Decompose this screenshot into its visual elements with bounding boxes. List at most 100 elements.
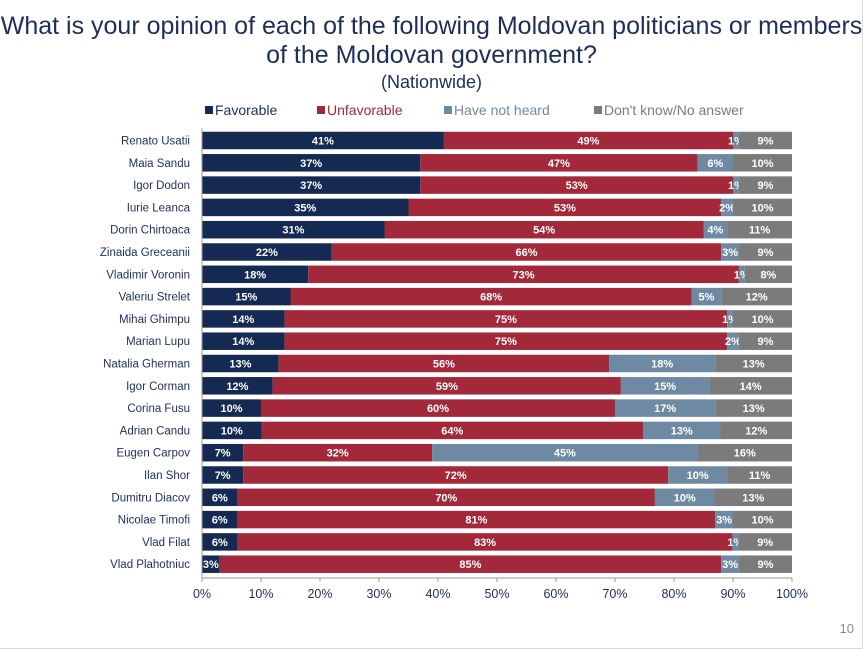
bar-segment: [384, 220, 704, 239]
x-tick-label: 30%: [366, 587, 391, 601]
x-tick-label: 90%: [720, 587, 745, 601]
bar-segment: [738, 533, 792, 551]
bar-segment: [202, 220, 385, 239]
bar-segment: [331, 243, 722, 261]
category-label: Nicolae Timofi: [118, 515, 190, 527]
data-label: 31%: [282, 225, 304, 237]
bar-segment: [202, 555, 220, 573]
bar-segment: [443, 131, 733, 150]
data-label: 75%: [495, 314, 517, 326]
bar-segment: [219, 555, 722, 573]
data-label: 6%: [212, 515, 228, 527]
data-label: 3%: [722, 559, 738, 571]
page-number: 10: [839, 621, 854, 636]
bar-segment: [738, 265, 745, 284]
bar-segment: [237, 533, 733, 551]
bar-segment: [697, 443, 792, 462]
data-label: 49%: [577, 136, 599, 148]
legend-swatch: [205, 106, 213, 114]
bar-segment: [733, 198, 792, 217]
data-label: 32%: [327, 448, 349, 460]
bar-segment: [202, 154, 421, 172]
bar-segment: [715, 354, 792, 373]
bar-segment: [733, 510, 792, 529]
bar-segment: [727, 466, 792, 484]
bar-segment: [308, 265, 739, 284]
category-label: Vlad Filat: [142, 537, 191, 549]
bar-segment: [715, 510, 733, 529]
data-label: 54%: [533, 225, 555, 237]
bar-segment: [202, 488, 238, 507]
bar-segment: [738, 555, 792, 573]
bar-segment: [202, 243, 332, 261]
legend-swatch: [444, 106, 452, 114]
category-label: Vladimir Voronin: [106, 269, 190, 281]
data-label: 17%: [654, 403, 676, 415]
data-label: 73%: [513, 269, 535, 281]
data-label: 3%: [716, 515, 732, 527]
bar-segment: [721, 198, 733, 217]
data-label: 4%: [707, 225, 723, 237]
legend-swatch: [317, 106, 325, 114]
bar-segment: [733, 154, 792, 172]
category-label: Mihai Ghimpu: [119, 314, 190, 326]
data-label: 59%: [436, 381, 458, 393]
bar-segment: [243, 466, 669, 484]
data-label: 7%: [215, 470, 231, 482]
category-label: Vlad Plahotniuc: [110, 559, 190, 571]
data-label: 14%: [232, 314, 254, 326]
legend-label: Have not heard: [454, 102, 550, 118]
data-label: 70%: [435, 492, 457, 504]
data-label: 16%: [734, 448, 756, 460]
data-label: 2%: [725, 336, 741, 348]
data-label: 56%: [433, 359, 455, 371]
bar-segment: [202, 265, 309, 284]
bar-segment: [727, 220, 792, 239]
data-label: 37%: [300, 180, 322, 192]
x-tick-label: 50%: [484, 587, 509, 601]
bar-segment: [202, 176, 421, 194]
data-label: 9%: [757, 136, 773, 148]
data-label: 13%: [743, 359, 765, 371]
x-tick-label: 80%: [661, 587, 686, 601]
category-label: Marian Lupu: [126, 336, 190, 348]
bar-segment: [620, 377, 710, 395]
data-label: 10%: [751, 158, 773, 170]
data-label: 6%: [212, 537, 228, 549]
bar-segment: [243, 443, 433, 462]
data-label: 53%: [566, 180, 588, 192]
x-tick-label: 100%: [776, 587, 808, 601]
data-label: 11%: [749, 225, 771, 237]
bar-segment: [237, 510, 716, 529]
data-label: 8%: [760, 269, 776, 281]
data-label: 9%: [757, 537, 773, 549]
data-label: 75%: [495, 336, 517, 348]
bar-segment: [703, 220, 728, 239]
data-label: 60%: [427, 403, 449, 415]
bar-segment: [738, 176, 792, 194]
bar-segment: [715, 399, 792, 417]
data-label: 13%: [229, 359, 251, 371]
data-label: 53%: [554, 202, 576, 214]
data-label: 9%: [757, 180, 773, 192]
bar-segment: [202, 287, 291, 306]
legend-label: Don't know/No answer: [604, 102, 744, 118]
data-label: 37%: [300, 158, 322, 170]
data-label: 9%: [757, 559, 773, 571]
bar-segment: [278, 354, 610, 373]
bar-segment: [738, 243, 792, 261]
data-label: 22%: [256, 247, 278, 259]
data-label: 12%: [746, 292, 768, 304]
bar-segment: [727, 332, 739, 350]
bar-segment: [721, 287, 792, 306]
bar-segment: [284, 310, 728, 328]
bar-segment: [202, 332, 285, 350]
data-label: 18%: [651, 359, 673, 371]
bar-segment: [202, 466, 244, 484]
category-label: Dumitru Diacov: [111, 492, 190, 504]
data-label: 9%: [757, 247, 773, 259]
bar-segment: [261, 421, 644, 440]
data-label: 68%: [480, 292, 502, 304]
